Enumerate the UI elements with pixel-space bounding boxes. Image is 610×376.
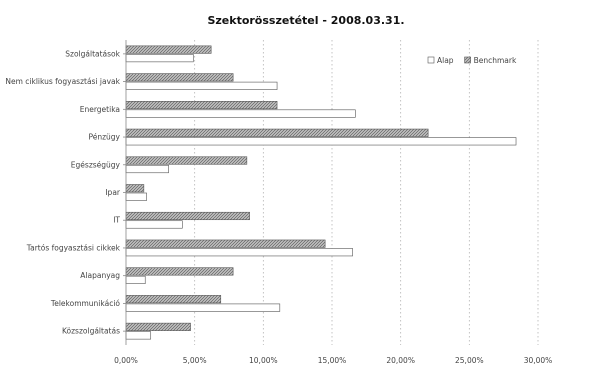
category-label: Energetika [80,105,120,114]
bar-benchmark [125,322,191,331]
bar-benchmark [125,45,212,54]
x-tick-label: 15,00% [318,356,347,365]
bar-alap [125,248,353,257]
x-tick-label: 10,00% [249,356,278,365]
bar-alap [125,220,183,229]
category-label: Pénzügy [88,133,120,142]
chart-title: Szektorösszetétel - 2008.03.31. [207,14,404,27]
x-tick-label: 30,00% [524,356,553,365]
x-tick-label: 0,00% [114,356,138,365]
legend-swatch-alap [427,56,435,64]
bar-alap [125,164,169,174]
bar-alap [125,109,356,118]
bar-alap [125,81,278,90]
bar-benchmark [125,101,278,110]
legend-label-alap: Alap [437,56,454,65]
bar-alap [125,303,281,312]
category-label: Szolgáltatások [65,49,120,58]
bar-alap [125,54,194,63]
axes: 0,00% 5,00% 10,00% 15,00% 20,00% 25,00% 30,00%… [5,40,552,365]
bar-benchmark [125,156,248,165]
bar-alap [125,137,517,146]
bar-benchmark [125,211,250,221]
category-label: Nem ciklikus fogyasztási javak [5,77,120,86]
x-tick-label: 5,00% [183,356,207,365]
x-tick-label: 25,00% [455,356,484,365]
bar-benchmark [125,295,222,304]
category-label: IT [113,216,120,225]
category-label: Ipar [105,188,121,197]
bar-benchmark [125,73,234,82]
bar-benchmark [125,239,326,248]
legend: Alap Benchmark [427,56,517,65]
category-label: Egészségügy [71,160,121,169]
bars [125,45,517,340]
category-label: Közszolgáltatás [62,327,120,336]
bar-benchmark [125,184,145,193]
category-label: Telekommunikáció [50,299,121,308]
bar-benchmark [125,267,234,276]
category-label: Alapanyag [80,271,120,280]
legend-label-benchmark: Benchmark [474,56,517,65]
legend-swatch-benchmark [464,56,471,64]
category-label: Tartós fogyasztási cikkek [26,243,121,252]
bar-alap [125,192,147,201]
x-tick-label: 20,00% [386,356,415,365]
bar-benchmark [125,128,429,137]
bar-alap [125,275,146,284]
gridlines [194,40,539,345]
bar-alap [125,331,152,340]
